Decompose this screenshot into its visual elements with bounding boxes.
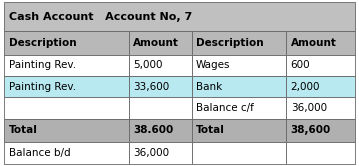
Bar (4, 2, 355, 31)
Bar (4, 31, 129, 55)
Bar (4, 97, 129, 119)
Text: Balance b/d: Balance b/d (9, 148, 70, 158)
Text: Cash Account   Account No, 7: Cash Account Account No, 7 (9, 12, 192, 22)
Bar (286, 76, 355, 97)
Bar (286, 97, 355, 119)
Text: 36,000: 36,000 (291, 103, 327, 113)
Bar (286, 31, 355, 55)
Text: Wages: Wages (196, 60, 230, 70)
Bar (4, 119, 129, 142)
Bar (129, 31, 192, 55)
Bar (192, 97, 286, 119)
Text: Amount: Amount (133, 38, 179, 48)
Text: Total: Total (196, 125, 225, 135)
Text: Bank: Bank (196, 82, 222, 92)
Text: 38.600: 38.600 (133, 125, 173, 135)
Bar (129, 119, 192, 142)
Bar (129, 97, 192, 119)
Text: Description: Description (196, 38, 264, 48)
Bar (192, 142, 286, 164)
Bar (192, 55, 286, 76)
Text: 600: 600 (291, 60, 310, 70)
Bar (129, 55, 192, 76)
Bar (129, 142, 192, 164)
Text: 2,000: 2,000 (291, 82, 320, 92)
Text: 5,000: 5,000 (133, 60, 163, 70)
Bar (129, 76, 192, 97)
Bar (4, 55, 129, 76)
Bar (192, 31, 286, 55)
Text: Amount: Amount (291, 38, 336, 48)
Bar (192, 76, 286, 97)
Bar (192, 119, 286, 142)
Text: Description: Description (9, 38, 76, 48)
Bar (4, 76, 129, 97)
Text: Total: Total (9, 125, 37, 135)
Text: 38,600: 38,600 (291, 125, 331, 135)
Bar (286, 119, 355, 142)
Bar (4, 142, 129, 164)
Text: Painting Rev.: Painting Rev. (9, 60, 76, 70)
Bar (286, 142, 355, 164)
Text: Painting Rev.: Painting Rev. (9, 82, 76, 92)
Text: 33,600: 33,600 (133, 82, 169, 92)
Text: Balance c/f: Balance c/f (196, 103, 254, 113)
Text: 36,000: 36,000 (133, 148, 169, 158)
Bar (286, 55, 355, 76)
